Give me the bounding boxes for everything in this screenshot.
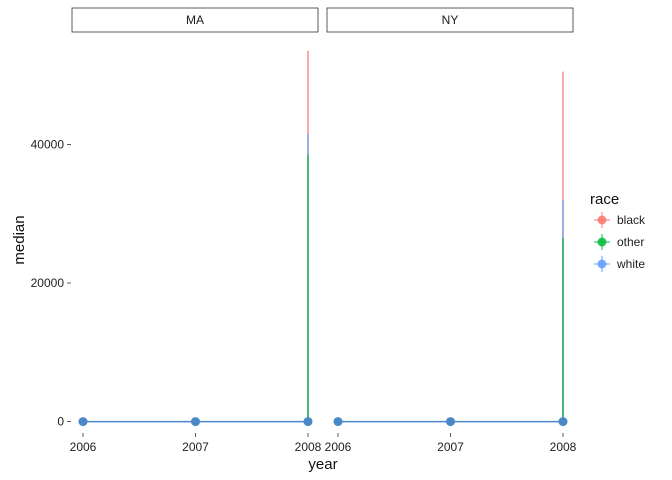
legend-label-white: white (616, 257, 645, 271)
data-point (303, 417, 313, 427)
legend-label-other: other (617, 235, 644, 249)
x-tick-label: 2006 (70, 440, 97, 454)
y-axis-title: median (11, 215, 28, 264)
legend-key-other (594, 234, 610, 250)
legend-key-black (594, 212, 610, 228)
x-axis-title: year (308, 456, 337, 473)
y-tick-label: 20000 (31, 276, 65, 290)
legend: race black other white (590, 191, 646, 272)
data-point (446, 417, 455, 427)
data-point (191, 417, 200, 427)
panel-ma: MA 2006 2007 2008 (70, 7, 322, 454)
y-tick-label: 0 (57, 415, 64, 429)
x-tick-label: 2006 (325, 440, 352, 454)
data-point (333, 417, 343, 427)
data-point (78, 417, 88, 427)
legend-title: race (590, 191, 619, 208)
facet-strip-label: MA (186, 13, 204, 27)
facet-strip-label: NY (442, 13, 459, 27)
panel-ny: NY 2006 2007 2008 (325, 7, 577, 454)
data-point (558, 417, 568, 427)
y-axis: 0 20000 40000 (31, 137, 71, 429)
facet-strip-box (326, 7, 574, 33)
x-tick-label: 2008 (295, 440, 322, 454)
legend-key-white (594, 256, 610, 272)
legend-label-black: black (617, 213, 646, 227)
panels: MA 2006 2007 2008 NY 2006 2007 2008 (70, 7, 577, 454)
facet-strip-box (71, 7, 319, 33)
x-tick-label: 2008 (550, 440, 577, 454)
x-tick-label: 2007 (437, 440, 464, 454)
y-tick-label: 40000 (31, 137, 65, 151)
x-tick-label: 2007 (182, 440, 209, 454)
